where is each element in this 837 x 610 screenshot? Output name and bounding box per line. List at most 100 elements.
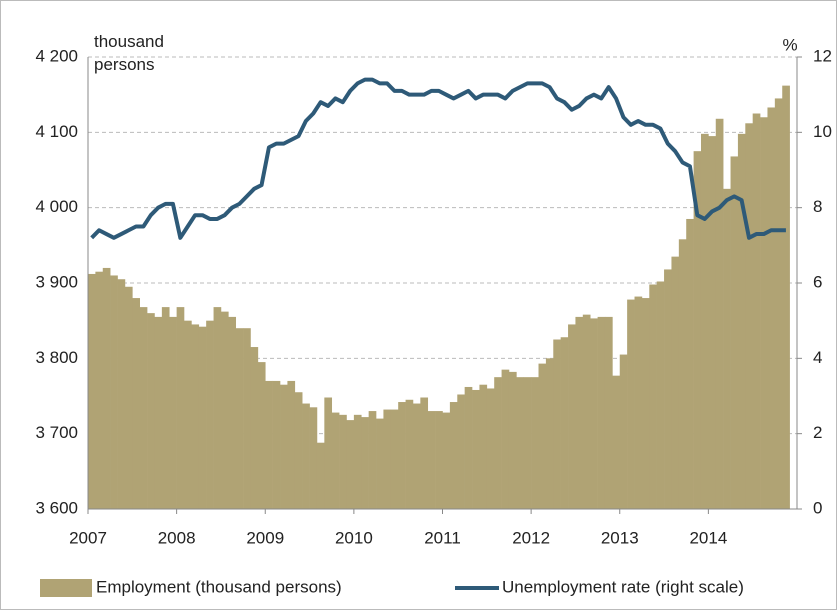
bar [206,320,214,509]
bar [538,363,547,509]
legend-label: Unemployment rate (right scale) [502,577,744,596]
legend-swatch [40,579,92,597]
bar [568,324,576,509]
bar [316,442,325,509]
line [90,77,786,240]
bar [472,389,480,509]
y-tick-label: 3 800 [35,348,78,367]
bar [649,284,657,509]
y-tick-label: 4 000 [35,197,78,216]
y-tick-label: 3 700 [35,423,78,442]
bar [176,307,185,509]
bar [752,113,761,509]
bar [464,386,473,509]
y-tick-label: 3 600 [35,498,78,517]
y2-tick-label: 4 [813,348,822,367]
bar [494,377,502,509]
bar [280,384,288,509]
bar [398,402,406,509]
bar [124,286,133,509]
x-tick-label: 2014 [689,528,727,547]
bar [553,339,561,509]
bar [346,420,355,509]
y-axis-label: thousand persons [94,32,164,74]
bar [767,107,776,510]
bar [516,377,525,509]
bar [686,218,694,509]
bar [117,279,126,509]
bar [634,296,643,509]
bar [782,85,790,510]
y2-tick-label: 6 [813,272,822,291]
bar [457,394,465,509]
bar [243,328,251,509]
y2-tick-label: 12 [813,46,832,65]
bar [169,316,177,509]
bar [508,371,517,509]
bar [361,417,369,509]
bar [412,403,421,509]
bar [449,402,458,509]
bar [265,380,273,509]
bar [597,316,606,509]
bar [700,133,709,509]
bar [664,269,672,509]
bar [435,411,443,509]
bar [139,307,148,509]
bar [368,411,377,509]
y2-axis-label: % [782,35,797,54]
bar [257,362,266,509]
bar [531,377,539,509]
bar [627,299,635,509]
bar [250,347,259,509]
bar [220,311,229,509]
y-tick-label: 4 100 [35,122,78,141]
bar [353,414,362,509]
y-tick-label: 3 900 [35,272,78,291]
bar [560,337,569,509]
x-tick-label: 2009 [246,528,284,547]
bar [427,411,436,509]
bar [294,392,303,509]
bar [213,307,222,509]
y2-tick-label: 0 [813,498,822,517]
bar [723,188,731,510]
x-tick-label: 2010 [335,528,373,547]
bar [612,375,621,509]
bar [272,380,281,509]
bar [309,407,318,509]
bar [324,397,333,509]
bar [678,239,687,509]
x-tick-label: 2011 [424,528,461,547]
bar [656,281,665,509]
bar [523,377,532,509]
bar [147,313,155,509]
bar [110,275,118,509]
x-tick-label: 2008 [158,528,196,547]
bar [287,380,296,509]
bar [671,256,680,509]
bar [501,369,510,509]
bar [715,118,724,510]
bar [390,409,399,509]
y-tick-label: 4 200 [35,46,78,65]
bar [198,326,207,509]
bar [708,136,717,509]
x-tick-label: 2013 [601,528,639,547]
bar [442,412,451,509]
y2-tick-label: 2 [813,423,822,442]
bar [302,403,310,509]
legend-label: Employment (thousand persons) [96,577,342,596]
bar [641,298,650,509]
bar [582,314,591,509]
bar [693,151,702,509]
bar [102,267,111,509]
bar [376,418,384,509]
bar [235,328,244,509]
bar [774,98,783,509]
bar [184,320,192,509]
bar [486,388,495,509]
bar [383,409,392,509]
